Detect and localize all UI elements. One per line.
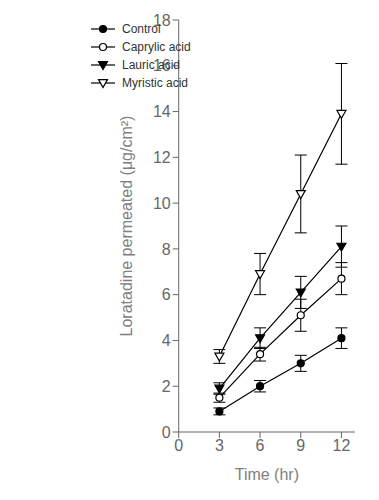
svg-text:10: 10 [153,195,171,212]
svg-text:0: 0 [162,424,171,441]
svg-text:18: 18 [153,12,171,29]
svg-text:14: 14 [153,103,171,120]
svg-text:6: 6 [256,437,265,454]
svg-text:3: 3 [215,437,224,454]
svg-text:8: 8 [162,241,171,258]
svg-text:Time (hr): Time (hr) [235,466,299,483]
svg-text:12: 12 [153,149,171,166]
svg-text:Loratadine permeated (μg/cm²): Loratadine permeated (μg/cm²) [118,116,135,337]
svg-text:12: 12 [333,437,351,454]
svg-text:2: 2 [162,378,171,395]
svg-text:6: 6 [162,286,171,303]
svg-text:0: 0 [174,437,183,454]
svg-text:4: 4 [162,332,171,349]
svg-text:16: 16 [153,57,171,74]
svg-text:9: 9 [296,437,305,454]
